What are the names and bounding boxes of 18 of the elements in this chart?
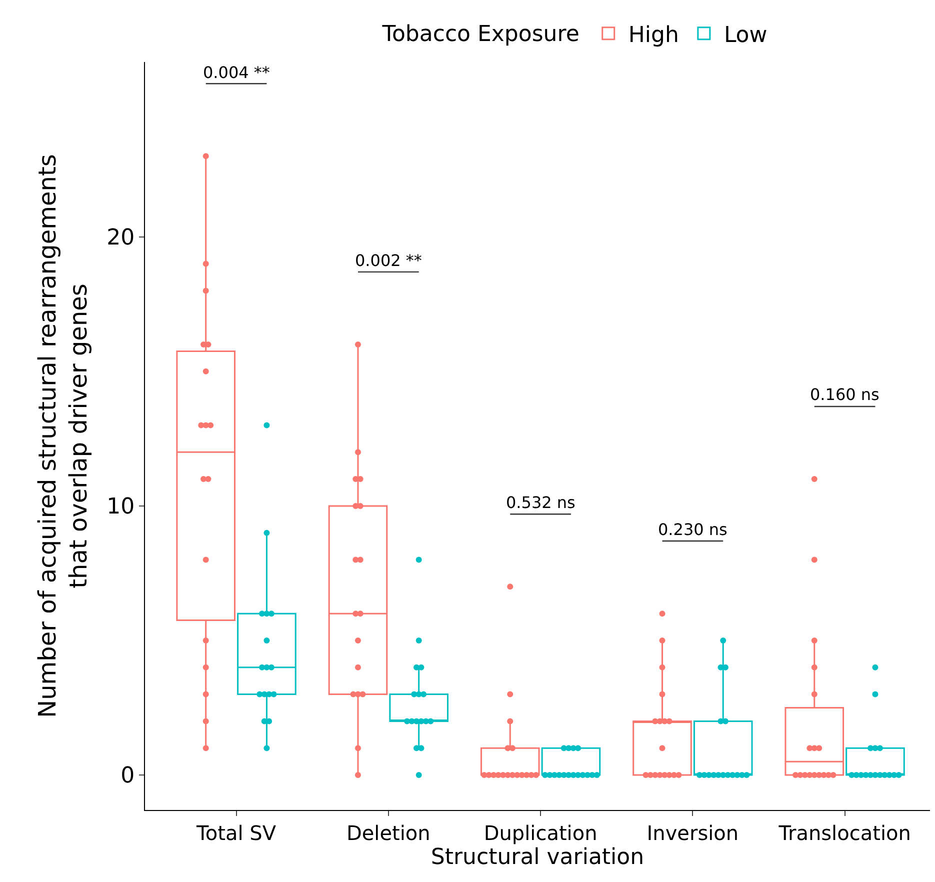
y-tick-label: 10 bbox=[106, 494, 135, 520]
x-tick-label: Inversion bbox=[646, 821, 739, 845]
legend-label: High bbox=[628, 22, 679, 48]
annotation: 0.004 ** bbox=[203, 63, 270, 82]
legend-label: Low bbox=[724, 22, 768, 48]
x-tick-label: Duplication bbox=[484, 821, 598, 845]
y-axis-title: Number of acquired structural rearrangements that overlap driver genes bbox=[34, 154, 93, 718]
x-tick-label: Deletion bbox=[346, 821, 430, 845]
y-tick-label: 0 bbox=[120, 764, 135, 789]
annotation: 0.002 ** bbox=[355, 251, 422, 270]
x-tick-label: Translocation bbox=[778, 821, 911, 845]
x-axis-title: Structural variation bbox=[430, 845, 644, 870]
legend-title: Tobacco Exposure bbox=[381, 22, 580, 48]
annotation: 0.160 ns bbox=[810, 385, 880, 404]
x-tick-label: Total SV bbox=[196, 821, 276, 845]
annotation: 0.230 ns bbox=[658, 520, 728, 539]
y-tick-label: 20 bbox=[106, 226, 135, 251]
annotation: 0.532 ns bbox=[506, 493, 576, 512]
